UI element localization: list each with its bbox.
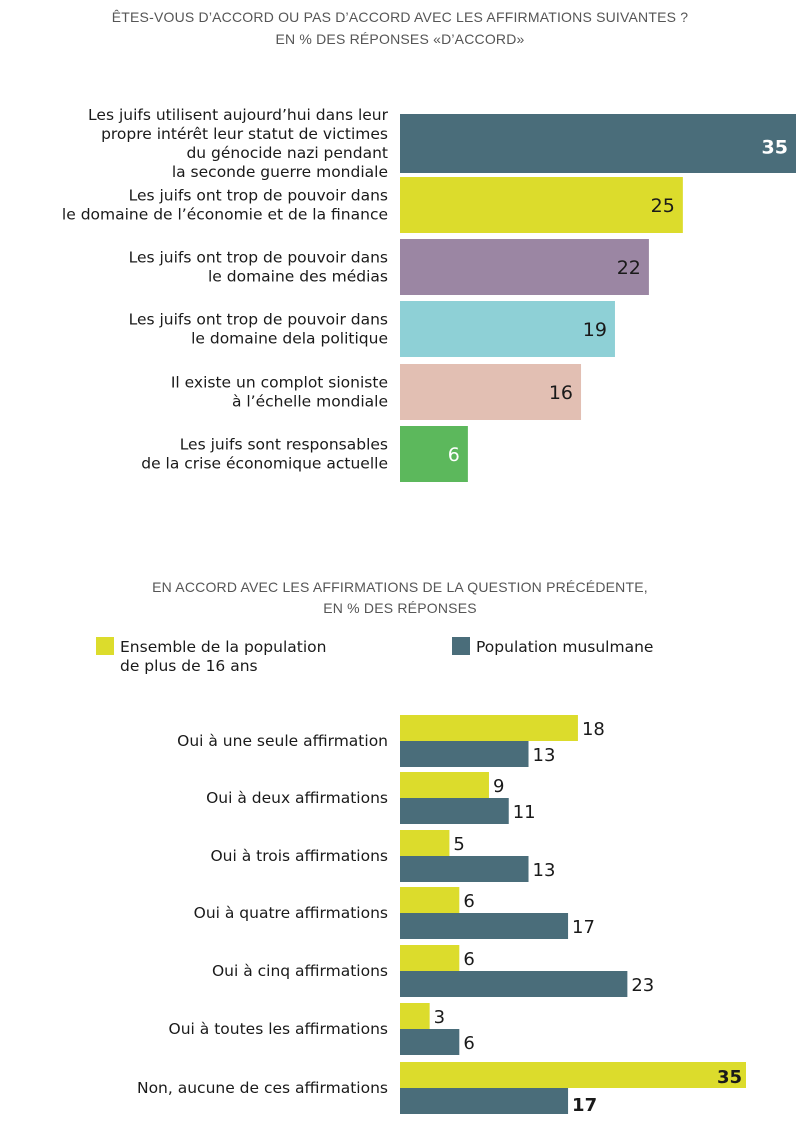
- category-label-line: du génocide nazi pendant: [186, 144, 388, 162]
- legend-label-line: Ensemble de la population: [120, 638, 326, 656]
- value-label-general-population-7: 35: [717, 1067, 742, 1088]
- category-label-group-7: Non, aucune de ces affirmations: [137, 1079, 388, 1097]
- bar-general-population-5: [400, 945, 460, 971]
- chart-1-title-line: ÊTES-VOUS D’ACCORD OU PAS D’ACCORD AVEC …: [112, 9, 689, 25]
- value-label-statement-3: 22: [617, 257, 641, 279]
- bar-statement-1: [400, 114, 796, 173]
- bar-statement-4: [400, 301, 615, 357]
- legend-label-line: Population musulmane: [476, 638, 653, 656]
- legend-swatch-muslim-population: [452, 637, 470, 655]
- value-label-statement-5: 16: [549, 382, 573, 404]
- category-label-statement-1: Les juifs utilisent aujourd’hui dans leu…: [88, 106, 389, 181]
- category-label-group-1: Oui à une seule affirmation: [177, 732, 388, 750]
- value-label-muslim-population-3: 13: [533, 860, 556, 881]
- bar-general-population-2: [400, 772, 489, 798]
- bar-general-population-1: [400, 715, 578, 741]
- bar-general-population-7: [400, 1062, 746, 1088]
- chart-2-count-of-agreements: EN ACCORD AVEC LES AFFIRMATIONS DE LA QU…: [96, 579, 746, 1116]
- value-label-muslim-population-6: 6: [463, 1033, 474, 1054]
- category-label-line: Les juifs ont trop de pouvoir dans: [129, 249, 388, 267]
- value-label-general-population-3: 5: [453, 834, 464, 855]
- category-label-statement-3: Les juifs ont trop de pouvoir dans le dom…: [129, 249, 388, 286]
- bar-general-population-6: [400, 1003, 430, 1029]
- category-label-statement-4: Les juifs ont trop de pouvoir dans le dom…: [129, 311, 388, 348]
- bar-muslim-population-5: [400, 971, 628, 997]
- value-label-general-population-6: 3: [434, 1007, 445, 1028]
- legend-label-general-population: Ensemble de la population de plus de 16 a…: [120, 638, 326, 675]
- category-label-statement-6: Les juifs sont responsables de la crise é…: [141, 436, 388, 473]
- category-label-line: la seconde guerre mondiale: [172, 163, 388, 181]
- chart-1-title-line: EN % DES RÉPONSES «D’ACCORD»: [275, 31, 524, 47]
- category-label-line: de la crise économique actuelle: [141, 455, 388, 473]
- category-label-line: Les juifs ont trop de pouvoir dans: [129, 187, 388, 205]
- category-label-line: Il existe un complot sioniste: [171, 374, 388, 392]
- value-label-general-population-1: 18: [582, 719, 605, 740]
- bar-statement-3: [400, 239, 649, 295]
- category-label-line: Les juifs ont trop de pouvoir dans: [129, 311, 388, 329]
- value-label-muslim-population-4: 17: [572, 917, 595, 938]
- category-label-group-2: Oui à deux affirmations: [206, 789, 388, 807]
- bar-general-population-3: [400, 830, 450, 856]
- bar-muslim-population-1: [400, 741, 529, 767]
- chart-2-title-line: EN ACCORD AVEC LES AFFIRMATIONS DE LA QU…: [152, 579, 648, 595]
- value-label-general-population-5: 6: [463, 949, 474, 970]
- bar-muslim-population-3: [400, 856, 529, 882]
- legend-swatch-general-population: [96, 637, 114, 655]
- bar-general-population-4: [400, 887, 460, 913]
- chart-2-title-line: EN % DES RÉPONSES: [323, 600, 477, 616]
- category-label-group-5: Oui à cinq affirmations: [212, 962, 388, 980]
- category-label-line: à l’échelle mondiale: [232, 393, 388, 411]
- category-label-group-3: Oui à trois affirmations: [210, 847, 388, 865]
- value-label-general-population-2: 9: [493, 776, 504, 797]
- legend-label-line: de plus de 16 ans: [120, 657, 258, 675]
- bar-muslim-population-7: [400, 1088, 569, 1114]
- category-label-line: propre intérêt leur statut de victimes: [101, 125, 388, 143]
- value-label-muslim-population-2: 11: [513, 802, 536, 823]
- category-label-group-4: Oui à quatre affirmations: [194, 904, 388, 922]
- value-label-general-population-4: 6: [463, 891, 474, 912]
- category-label-statement-5: Il existe un complot sioniste à l’échelle…: [171, 374, 388, 411]
- value-label-statement-6: 6: [448, 444, 460, 466]
- category-label-line: le domaine de l’économie et de la financ…: [62, 206, 388, 224]
- category-label-line: Les juifs sont responsables: [180, 436, 388, 454]
- value-label-muslim-population-1: 13: [533, 745, 556, 766]
- bar-muslim-population-6: [400, 1029, 460, 1055]
- category-label-line: Les juifs utilisent aujourd’hui dans leu…: [88, 106, 389, 124]
- value-label-muslim-population-5: 23: [631, 975, 654, 996]
- value-label-statement-2: 25: [651, 195, 675, 217]
- bar-muslim-population-4: [400, 913, 569, 939]
- value-label-statement-1: 35: [762, 137, 788, 159]
- value-label-statement-4: 19: [583, 319, 607, 341]
- bar-statement-5: [400, 364, 582, 420]
- category-label-line: le domaine des médias: [208, 268, 388, 286]
- bar-statement-2: [400, 177, 683, 233]
- category-label-line: le domaine dela politique: [191, 330, 388, 348]
- value-label-muslim-population-7: 17: [572, 1095, 597, 1116]
- bar-statement-6: [400, 426, 468, 482]
- bar-muslim-population-2: [400, 798, 509, 824]
- chart-1-agreement: ÊTES-VOUS D’ACCORD OU PAS D’ACCORD AVEC …: [62, 9, 796, 482]
- legend-label-muslim-population: Population musulmane: [476, 638, 653, 656]
- category-label-group-6: Oui à toutes les affirmations: [169, 1020, 388, 1038]
- category-label-statement-2: Les juifs ont trop de pouvoir dans le dom…: [62, 187, 388, 224]
